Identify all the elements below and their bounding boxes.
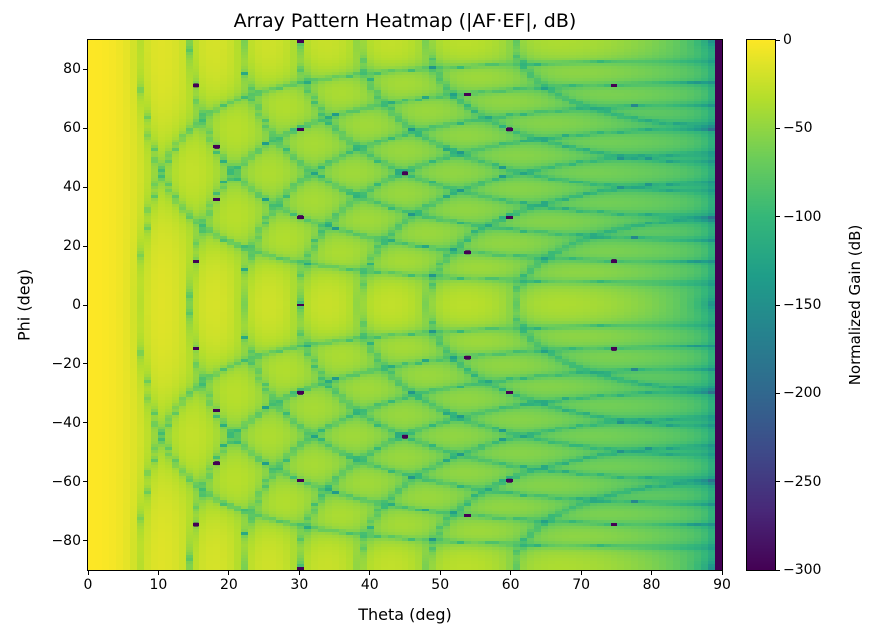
x-tick-mark: [157, 571, 159, 575]
x-tick-mark: [439, 571, 441, 575]
x-tick-label: 30: [290, 577, 309, 593]
x-tick-label: 0: [83, 577, 93, 593]
x-tick-mark: [651, 571, 653, 575]
y-tick-mark: [83, 304, 87, 306]
colorbar-tick-mark: [776, 127, 780, 129]
x-tick-label: 40: [360, 577, 379, 593]
y-tick-mark: [83, 68, 87, 70]
y-tick-mark: [83, 127, 87, 129]
x-tick-mark: [228, 571, 230, 575]
y-tick-label: 80: [63, 61, 81, 78]
y-axis-label: Phi (deg): [14, 269, 34, 341]
y-tick-label: −40: [51, 414, 81, 431]
plot-area: [87, 39, 723, 571]
y-tick-mark: [83, 363, 87, 365]
colorbar-tick-label: −300: [783, 562, 822, 578]
colorbar-tick-mark: [776, 569, 780, 571]
chart-title: Array Pattern Heatmap (|AF·EF|, dB): [233, 10, 577, 32]
y-tick-label: 20: [63, 238, 81, 255]
colorbar-tick-mark: [776, 392, 780, 394]
colorbar: [746, 39, 776, 571]
colorbar-label: Normalized Gain (dB): [846, 224, 864, 386]
x-tick-mark: [580, 571, 582, 575]
colorbar-tick-label: −200: [783, 385, 822, 402]
y-tick-label: −80: [51, 532, 81, 549]
heatmap-canvas: [88, 40, 722, 570]
colorbar-tick-label: 0: [783, 32, 792, 48]
colorbar-tick-mark: [776, 304, 780, 306]
colorbar-tick-label: −100: [783, 208, 822, 225]
y-tick-label: 0: [72, 297, 81, 313]
y-tick-label: −60: [51, 473, 81, 490]
colorbar-tick-label: −50: [783, 120, 813, 137]
x-tick-label: 50: [431, 577, 450, 593]
colorbar-tick-label: −250: [783, 473, 822, 490]
x-tick-mark: [298, 571, 300, 575]
y-tick-mark: [83, 245, 87, 247]
x-tick-label: 10: [149, 577, 168, 593]
y-tick-label: 60: [63, 120, 81, 137]
x-tick-mark: [87, 571, 89, 575]
x-tick-label: 60: [501, 577, 520, 593]
colorbar-tick-mark: [776, 481, 780, 483]
y-tick-mark: [83, 540, 87, 542]
y-tick-label: 40: [63, 179, 81, 196]
colorbar-tick-mark: [776, 216, 780, 218]
colorbar-canvas: [747, 40, 775, 570]
y-tick-mark: [83, 481, 87, 483]
y-tick-mark: [83, 422, 87, 424]
x-tick-label: 70: [572, 577, 591, 593]
x-tick-label: 90: [713, 577, 731, 593]
colorbar-tick-label: −150: [783, 297, 822, 313]
x-tick-label: 80: [642, 577, 661, 593]
x-tick-mark: [369, 571, 371, 575]
x-tick-label: 20: [219, 577, 238, 593]
x-tick-mark: [721, 571, 723, 575]
x-axis-label: Theta (deg): [358, 605, 452, 624]
colorbar-tick-mark: [776, 39, 780, 41]
y-tick-mark: [83, 186, 87, 188]
x-tick-mark: [510, 571, 512, 575]
y-tick-label: −20: [51, 355, 81, 372]
